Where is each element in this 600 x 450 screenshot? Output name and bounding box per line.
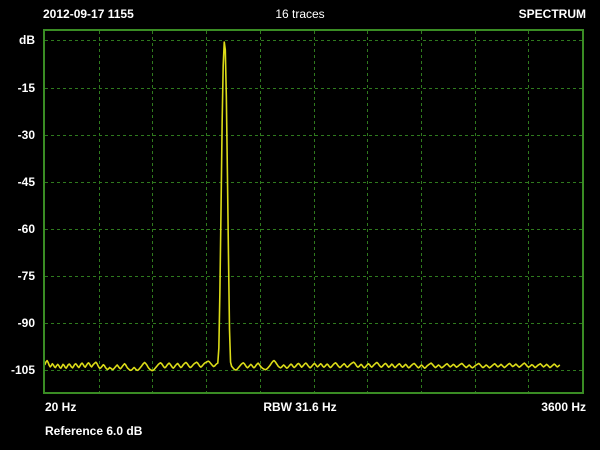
y-axis-tick-5: -75 [17,268,35,283]
y-axis: dB -15 -30 -45 -60 -75 -90 -105 [0,29,39,394]
x-axis-start-label: 20 Hz [45,400,77,414]
reference-level-label: Reference 6.0 dB [45,424,143,438]
y-axis-tick-6: -90 [17,315,35,330]
y-axis-tick-7: -105 [10,363,35,378]
spectrum-plot[interactable] [43,29,584,394]
y-axis-tick-2: -30 [17,127,35,142]
header-datetime: 2012-09-17 1155 [43,7,134,21]
header-mode-label: SPECTRUM [518,7,586,21]
y-axis-tick-0: dB [19,33,35,48]
plot-gridlines [45,31,582,392]
y-axis-tick-1: -15 [17,80,35,95]
y-axis-tick-4: -60 [17,221,35,236]
y-axis-tick-3: -45 [17,174,35,189]
x-axis-end-label: 3600 Hz [541,400,586,414]
rbw-label: RBW 31.6 Hz [263,400,337,414]
plot-inner [45,31,582,392]
spectrum-trace [45,41,561,372]
header-trace-count: 16 traces [275,7,325,21]
